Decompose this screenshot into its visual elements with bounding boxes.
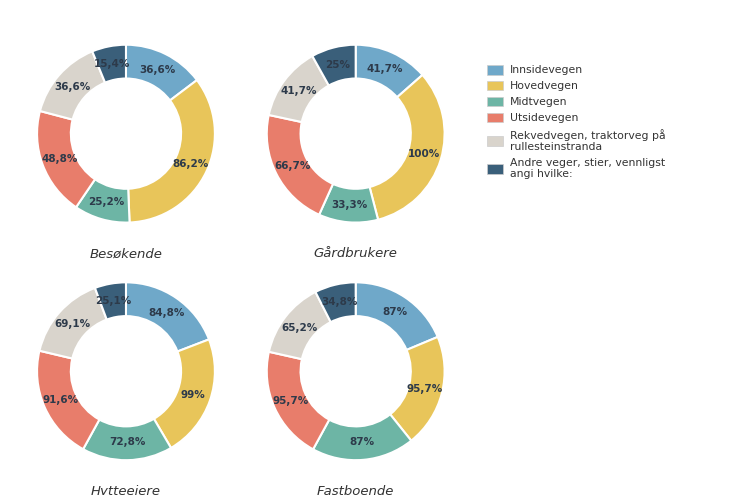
Wedge shape: [319, 184, 378, 223]
Wedge shape: [76, 179, 130, 223]
Wedge shape: [269, 56, 329, 122]
Text: 84,8%: 84,8%: [148, 307, 185, 318]
Wedge shape: [37, 351, 99, 449]
Wedge shape: [40, 51, 105, 120]
Text: 25%: 25%: [325, 60, 350, 70]
Text: 99%: 99%: [181, 390, 205, 400]
Text: 15,4%: 15,4%: [94, 59, 130, 69]
Wedge shape: [370, 75, 445, 220]
Text: 41,7%: 41,7%: [280, 86, 316, 97]
Wedge shape: [356, 282, 438, 350]
Text: 48,8%: 48,8%: [41, 153, 78, 164]
Text: 25,1%: 25,1%: [96, 296, 131, 306]
Legend: Innsidevegen, Hovedvegen, Midtvegen, Utsidevegen, Rekvedvegen, traktorveg på
rul: Innsidevegen, Hovedvegen, Midtvegen, Uts…: [487, 65, 665, 179]
Text: 34,8%: 34,8%: [321, 297, 357, 307]
Text: 100%: 100%: [408, 149, 440, 159]
Text: 69,1%: 69,1%: [55, 319, 90, 329]
Text: 36,6%: 36,6%: [54, 82, 90, 92]
Wedge shape: [312, 45, 356, 86]
Text: 72,8%: 72,8%: [109, 438, 145, 447]
Wedge shape: [390, 337, 445, 441]
Text: 91,6%: 91,6%: [43, 395, 79, 405]
Text: 65,2%: 65,2%: [282, 323, 318, 333]
Text: Besøkende: Besøkende: [90, 247, 162, 260]
Text: 95,7%: 95,7%: [407, 384, 442, 394]
Text: 25,2%: 25,2%: [88, 197, 124, 207]
Text: 33,3%: 33,3%: [331, 199, 368, 209]
Text: Fastboende: Fastboende: [317, 485, 394, 495]
Wedge shape: [316, 282, 356, 322]
Text: Hytteeiere: Hytteeiere: [91, 485, 161, 495]
Wedge shape: [126, 282, 209, 351]
Text: 95,7%: 95,7%: [273, 396, 309, 405]
Text: 86,2%: 86,2%: [172, 159, 208, 169]
Text: 87%: 87%: [349, 437, 374, 447]
Wedge shape: [39, 288, 107, 358]
Wedge shape: [356, 45, 422, 97]
Text: 66,7%: 66,7%: [274, 161, 310, 171]
Wedge shape: [95, 282, 126, 320]
Wedge shape: [267, 115, 333, 215]
Wedge shape: [92, 45, 126, 83]
Wedge shape: [37, 111, 95, 207]
Wedge shape: [126, 45, 197, 100]
Text: 36,6%: 36,6%: [139, 65, 176, 75]
Wedge shape: [269, 292, 330, 359]
Wedge shape: [83, 419, 171, 460]
Text: Gårdbrukere: Gårdbrukere: [313, 247, 398, 260]
Text: 41,7%: 41,7%: [367, 64, 403, 74]
Wedge shape: [154, 340, 215, 448]
Wedge shape: [128, 80, 215, 222]
Wedge shape: [267, 352, 329, 449]
Text: 87%: 87%: [382, 307, 408, 317]
Wedge shape: [313, 414, 411, 460]
